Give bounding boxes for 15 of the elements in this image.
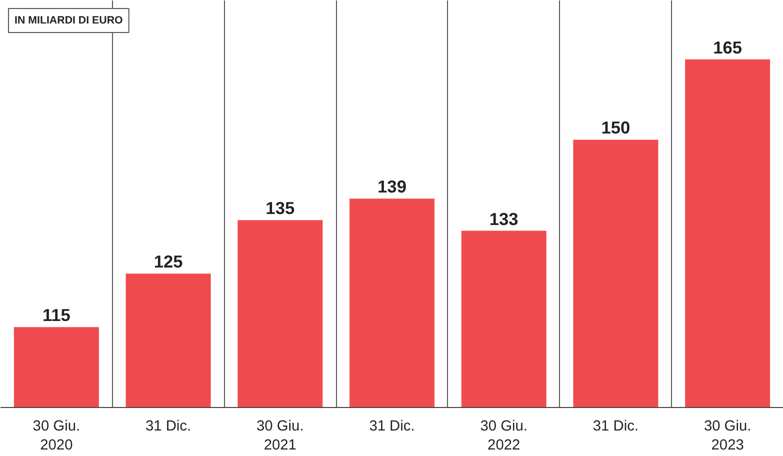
data-label: 133 [489,208,519,229]
data-label: 150 [601,118,630,138]
x-tick-label: 31 Dic. [145,418,192,434]
x-tick-label: 31 Dic. [592,418,639,434]
x-tick-label: 30 Giu. 2020 [32,418,80,454]
x-tick-label: 31 Dic. [369,418,415,434]
x-tick-label: 30 Giu. 2021 [256,418,304,454]
annotation: IN MILIARDI DI EURO [14,14,123,26]
x-tick-label: 30 Giu. 2022 [480,418,528,454]
x-tick-label: 30 Giu. 2023 [704,418,752,454]
data-label: 125 [154,252,184,272]
data-label: 139 [378,176,406,197]
data-label: 115 [42,305,71,326]
data-label: 165 [713,37,742,58]
data-label: 135 [266,198,295,218]
